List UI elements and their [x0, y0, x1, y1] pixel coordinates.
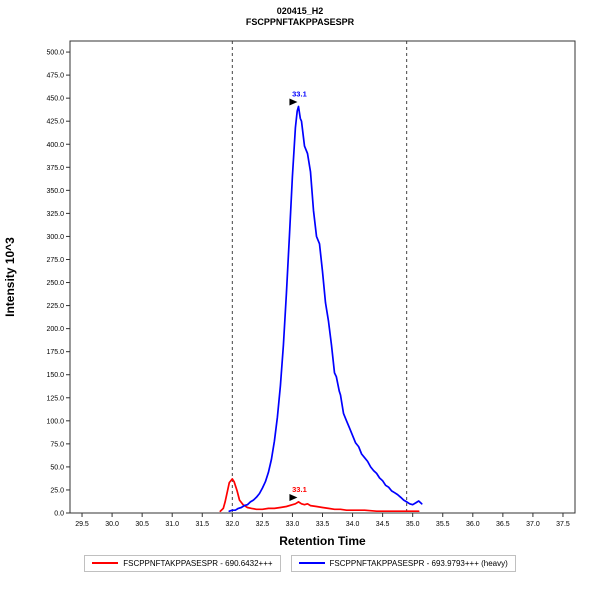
x-tick-label: 29.5	[75, 521, 89, 528]
x-tick-label: 36.0	[466, 521, 480, 528]
legend-label-heavy: FSCPPNFTAKPPASESPR - 693.9793+++ (heavy)	[329, 558, 508, 568]
x-tick-label: 35.0	[406, 521, 420, 528]
y-tick-label: 300.0	[46, 233, 64, 240]
y-tick-label: 0.0	[54, 510, 64, 517]
x-tick-label: 34.0	[346, 521, 360, 528]
legend-label-light: FSCPPNFTAKPPASESPR - 690.6432+++	[123, 558, 273, 568]
y-axis-label: Intensity 10^3	[3, 236, 17, 316]
y-tick-label: 500.0	[46, 49, 64, 56]
legend: FSCPPNFTAKPPASESPR - 690.6432+++ FSCPPNF…	[0, 554, 600, 572]
y-tick-label: 475.0	[46, 72, 64, 79]
y-tick-label: 400.0	[46, 141, 64, 148]
x-tick-label: 31.0	[165, 521, 179, 528]
y-tick-label: 375.0	[46, 164, 64, 171]
y-tick-label: 450.0	[46, 95, 64, 102]
y-tick-label: 50.0	[50, 464, 64, 471]
y-tick-label: 175.0	[46, 349, 64, 356]
x-axis-label: Retention Time	[279, 534, 366, 548]
y-tick-label: 225.0	[46, 303, 64, 310]
x-tick-label: 30.0	[105, 521, 119, 528]
chromatogram-trace-light	[219, 477, 420, 512]
chromatogram-trace-heavy	[228, 105, 423, 512]
x-tick-label: 30.5	[135, 521, 149, 528]
x-tick-label: 35.5	[436, 521, 450, 528]
y-tick-label: 75.0	[50, 441, 64, 448]
y-tick-label: 125.0	[46, 395, 64, 402]
peak-rt-annotation: 33.1	[292, 484, 307, 493]
chart-header: 020415_H2 FSCPPNFTAKPPASESPR	[0, 0, 600, 29]
chart-subtitle: FSCPPNFTAKPPASESPR	[245, 17, 355, 28]
y-tick-label: 425.0	[46, 118, 64, 125]
x-tick-label: 31.5	[195, 521, 209, 528]
x-tick-label: 33.5	[316, 521, 330, 528]
y-tick-label: 275.0	[46, 256, 64, 263]
peak-apex-arrow-icon	[289, 97, 298, 105]
y-tick-label: 150.0	[46, 372, 64, 379]
y-tick-label: 200.0	[46, 326, 64, 333]
legend-line-red	[92, 562, 119, 564]
y-tick-label: 250.0	[46, 280, 64, 287]
legend-item-light-peptide: FSCPPNFTAKPPASESPR - 690.6432+++	[84, 554, 281, 572]
y-tick-label: 100.0	[46, 418, 64, 425]
legend-item-heavy-peptide: FSCPPNFTAKPPASESPR - 693.9793+++ (heavy)	[290, 554, 516, 572]
x-tick-label: 34.5	[376, 521, 390, 528]
legend-line-blue	[298, 562, 325, 564]
chromatogram-svg[interactable]: 33.1 33.1 29.5 30.0 30.5 31.0 31.5 32.0 32.5 33.0…	[0, 29, 600, 553]
x-tick-label: 37.0	[526, 521, 540, 528]
peak-rt-annotation: 33.1	[292, 89, 307, 98]
x-tick-label: 33.0	[286, 521, 300, 528]
chart-title: 020415_H2	[276, 6, 324, 16]
x-tick-label: 32.0	[226, 521, 240, 528]
y-tick-label: 25.0	[50, 487, 64, 494]
peak-apex-arrow-icon	[289, 493, 298, 501]
y-tick-label: 325.0	[46, 210, 64, 217]
y-tick-label: 350.0	[46, 187, 64, 194]
x-tick-label: 32.5	[256, 521, 270, 528]
x-tick-label: 36.5	[496, 521, 510, 528]
x-tick-label: 37.5	[556, 521, 570, 528]
